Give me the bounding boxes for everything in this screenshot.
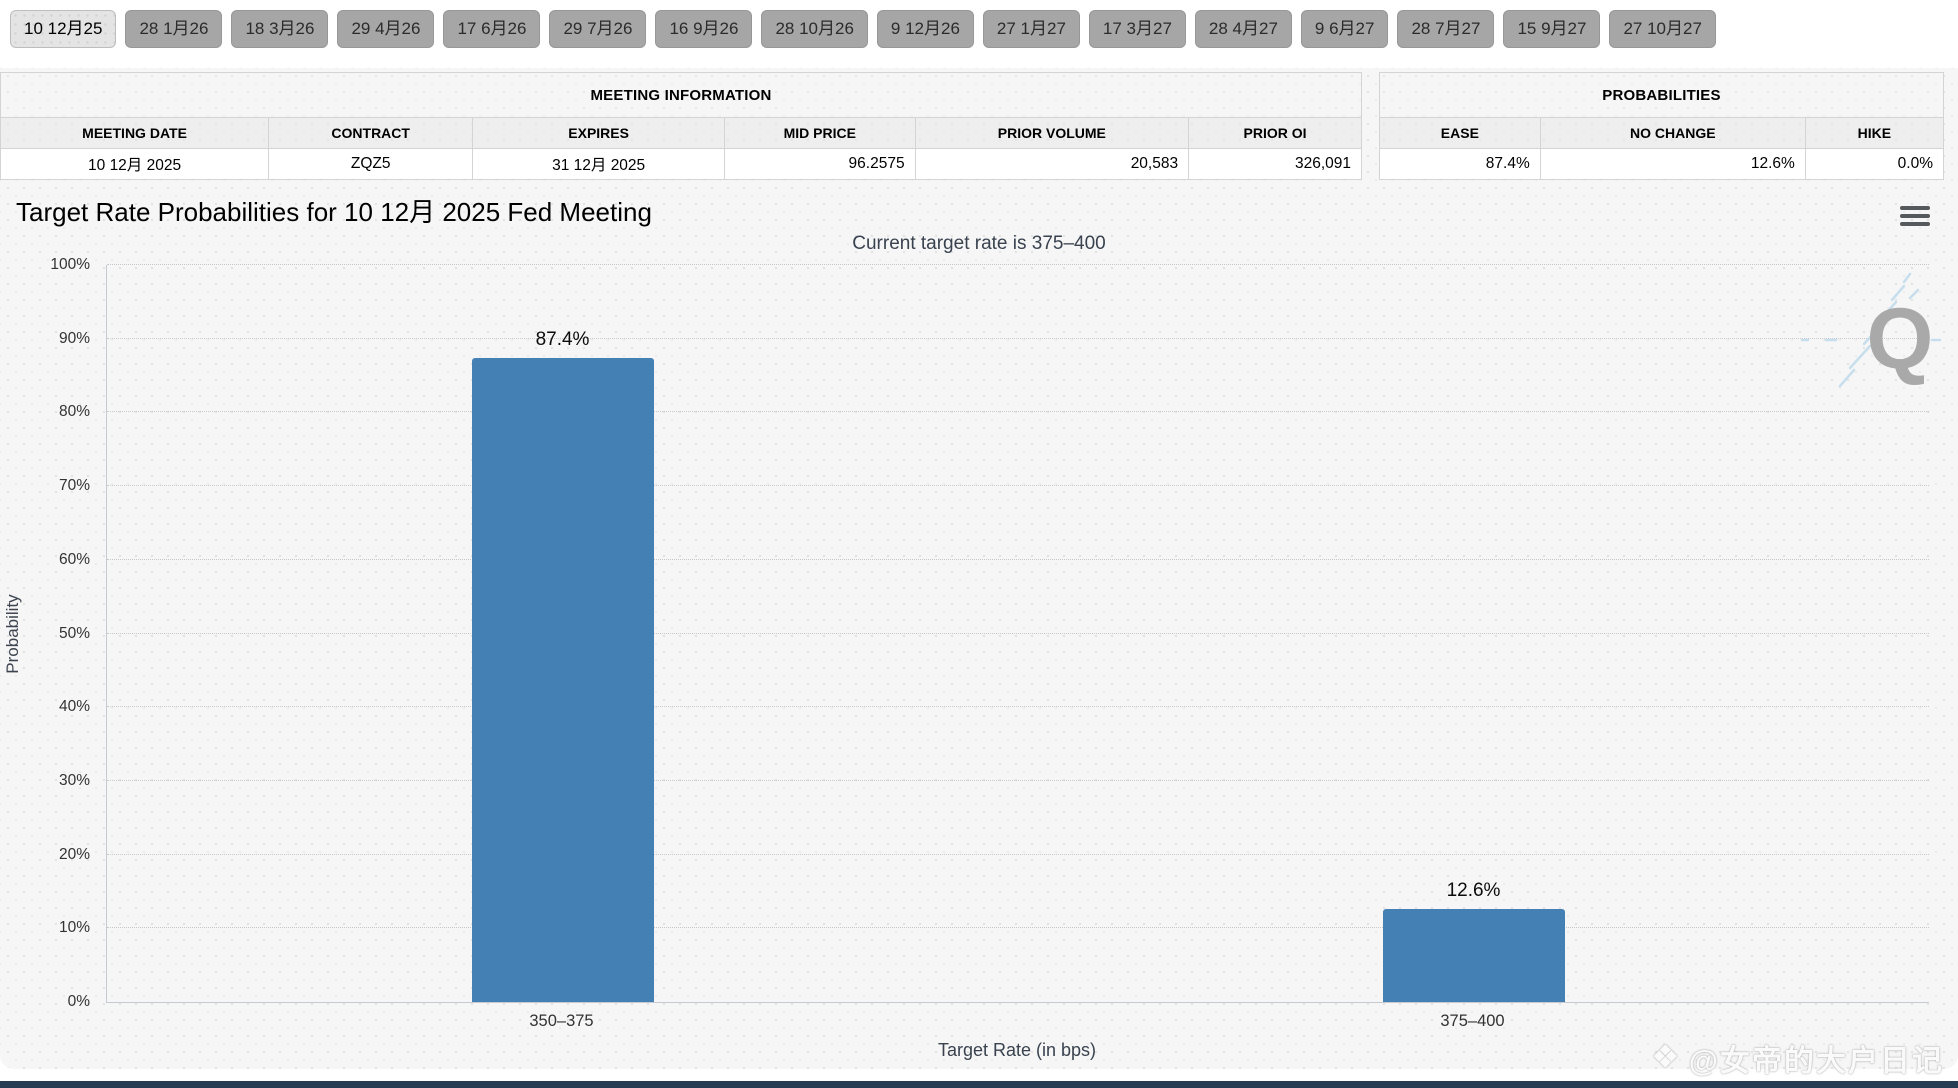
hamburger-icon — [1900, 205, 1930, 211]
y-gridline — [107, 632, 1929, 634]
column-header: CONTRACT — [268, 117, 474, 149]
fedwatch-panel — [0, 68, 1958, 1069]
probabilities-table: PROBABILITIES EASE NO CHANGE HIKE 87.4% 12.… — [1379, 72, 1945, 180]
meeting-information-title: MEETING INFORMATION — [0, 72, 1362, 118]
hamburger-icon — [1900, 213, 1930, 219]
chart-subtitle: Current target rate is 375–400 — [852, 233, 1106, 254]
column-header: PRIOR VOLUME — [914, 117, 1190, 149]
meeting-date-tab[interactable]: 29 7月26 — [549, 10, 647, 49]
meeting-date-tab[interactable]: 15 9月27 — [1503, 10, 1601, 49]
meeting-date-tab[interactable]: 28 10月26 — [761, 10, 868, 49]
x-axis-tick-label: 350–375 — [529, 1012, 594, 1030]
chart-context-menu-button[interactable] — [1900, 203, 1930, 229]
y-axis-tick-label: 80% — [58, 403, 90, 421]
chart-title: Target Rate Probabilities for 10 12月 202… — [16, 197, 652, 227]
column-header: PRIOR OI — [1188, 117, 1362, 149]
y-axis-tick-label: 50% — [58, 624, 90, 642]
meeting-date-tab[interactable]: 18 3月26 — [231, 10, 329, 49]
y-axis-tick-label: 90% — [58, 329, 90, 347]
meeting-date-tab[interactable]: 17 3月27 — [1088, 10, 1186, 49]
y-axis-title: Probability — [3, 594, 22, 674]
table-row: 87.4% 12.6% 0.0% — [1379, 148, 1945, 180]
meeting-date-tab[interactable]: 27 10月27 — [1609, 10, 1716, 49]
column-header: EASE — [1379, 117, 1541, 149]
y-axis-tick-label: 0% — [67, 993, 90, 1010]
y-axis-tick-label: 60% — [58, 550, 90, 568]
probability-bar — [471, 357, 654, 1002]
y-axis-tick-label: 40% — [58, 698, 90, 716]
column-header: NO CHANGE — [1539, 117, 1806, 149]
table-row: 10 12月 2025 ZQZ5 31 12月 2025 96.2575 20,583 3… — [0, 148, 1362, 180]
author-watermark-text: @女帝的大户日记 — [1688, 1045, 1944, 1078]
y-axis-tick-label: 20% — [58, 845, 90, 863]
meeting-date-tab[interactable]: 9 12月26 — [876, 10, 974, 49]
meeting-date-tab[interactable]: 28 4月27 — [1194, 10, 1292, 49]
column-header: EXPIRES — [472, 117, 726, 149]
bottom-edge-bar — [0, 1081, 1958, 1088]
y-gridline — [107, 927, 1929, 929]
column-header: MID PRICE — [724, 117, 916, 149]
meeting-date-tab[interactable]: 17 6月26 — [443, 10, 541, 49]
table-cell: 12.6% — [1539, 148, 1806, 180]
table-cell: 0.0% — [1804, 148, 1945, 180]
y-gridline — [107, 337, 1929, 339]
table-cell: ZQZ5 — [268, 148, 474, 180]
x-axis-tick-label: 375–400 — [1440, 1012, 1505, 1030]
y-gridline — [107, 411, 1929, 413]
column-header: HIKE — [1804, 117, 1945, 149]
y-axis-tick-label: 70% — [58, 477, 90, 495]
y-gridline — [107, 853, 1929, 855]
meeting-information-table: MEETING INFORMATION MEETING DATE CONTRACT… — [0, 72, 1362, 180]
y-gridline — [107, 706, 1929, 708]
bar-value-label: 12.6% — [1446, 880, 1501, 902]
table-cell: 326,091 — [1188, 148, 1362, 180]
table-cell: 10 12月 2025 — [0, 148, 270, 180]
table-cell: 20,583 — [914, 148, 1190, 180]
y-gridline — [107, 485, 1929, 487]
y-axis-tick-label: 30% — [58, 771, 90, 789]
meeting-date-tabbar: 10 12月25 28 1月26 18 3月26 29 4月26 17 6月26 29 7… — [10, 10, 1954, 49]
y-axis-labels: 0% 10% 20% 30% 40% 50% 60% 70% 80% 90% 100% — [0, 256, 98, 1010]
table-cell: 87.4% — [1379, 148, 1541, 180]
y-axis-tick-label: 100% — [50, 256, 90, 273]
x-axis-title: Target Rate (in bps) — [937, 1040, 1097, 1060]
chart-plot-area: 87.4% 12.6% — [106, 264, 1929, 1003]
meeting-date-tab[interactable]: 28 1月26 — [125, 10, 223, 49]
column-header: MEETING DATE — [0, 117, 270, 149]
probability-bar — [1382, 909, 1565, 1002]
table-cell: 96.2575 — [724, 148, 916, 180]
meeting-date-tab[interactable]: 10 12月25 — [10, 10, 117, 49]
y-gridline — [107, 779, 1929, 781]
meeting-date-tab[interactable]: 27 1月27 — [982, 10, 1080, 49]
meeting-date-tab[interactable]: 28 7月27 — [1397, 10, 1495, 49]
y-gridline — [107, 558, 1929, 560]
diamond-badge-icon: ❖ — [1651, 1041, 1681, 1074]
y-gridline — [107, 264, 1929, 265]
y-axis-tick-label: 10% — [58, 919, 90, 937]
hamburger-icon — [1900, 221, 1930, 227]
bar-value-label: 87.4% — [535, 328, 590, 350]
probabilities-title: PROBABILITIES — [1379, 72, 1944, 118]
table-cell: 31 12月 2025 — [472, 148, 726, 180]
author-watermark: ❖ @女帝的大户日记 — [1652, 1036, 1944, 1080]
meeting-date-tab[interactable]: 29 4月26 — [337, 10, 435, 49]
meeting-date-tab[interactable]: 16 9月26 — [655, 10, 753, 49]
meeting-date-tab[interactable]: 9 6月27 — [1300, 10, 1389, 49]
